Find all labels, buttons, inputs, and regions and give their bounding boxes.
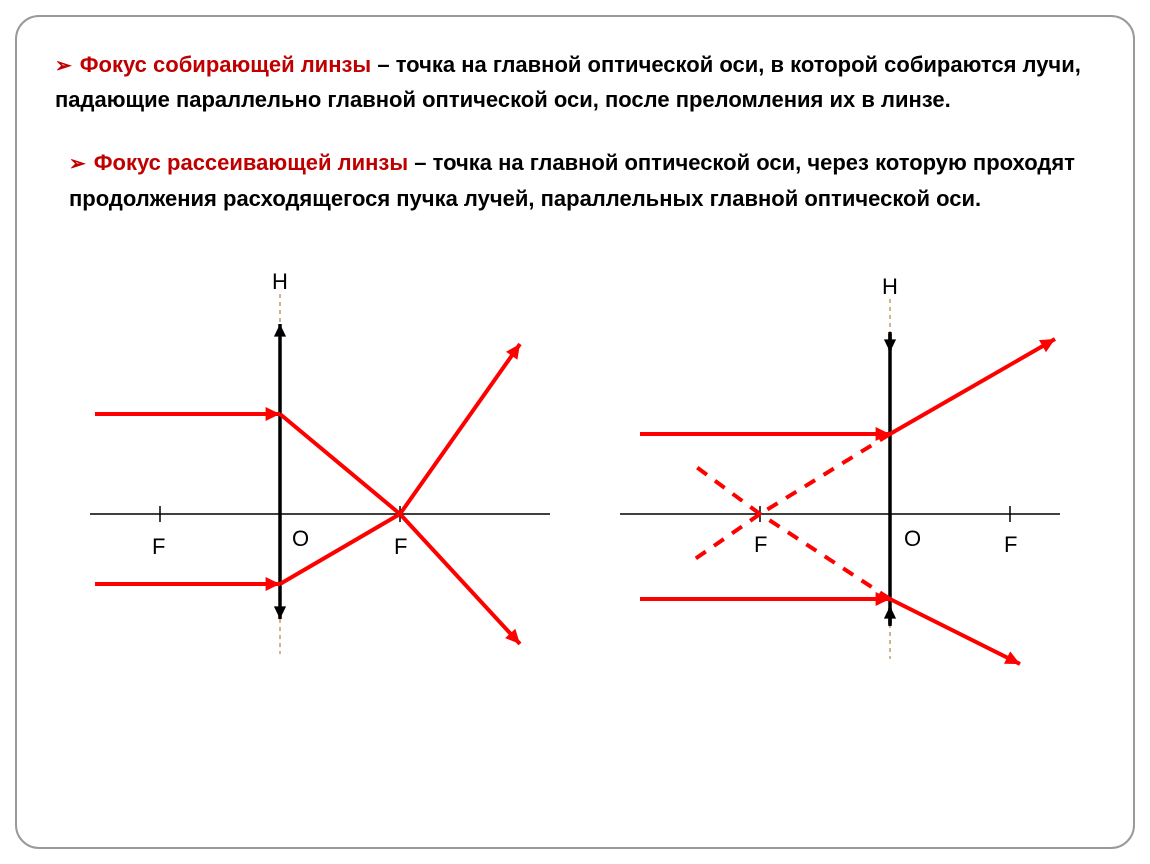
svg-text:F: F — [754, 532, 767, 557]
definition-converging: ➢Фокус собирающей линзы – точка на главн… — [55, 47, 1095, 117]
diagrams-row: H O F F H O F F — [55, 244, 1095, 674]
svg-text:F: F — [152, 534, 165, 559]
svg-text:H: H — [272, 269, 288, 294]
svg-text:O: O — [904, 526, 921, 551]
svg-text:O: O — [292, 526, 309, 551]
bullet-icon: ➢ — [69, 148, 86, 180]
svg-text:F: F — [394, 534, 407, 559]
definition-diverging: ➢Фокус рассеивающей линзы – точка на гла… — [55, 145, 1095, 215]
svg-text:H: H — [882, 274, 898, 299]
diverging-lens-diagram: H O F F — [610, 244, 1070, 674]
slide-frame: ➢Фокус собирающей линзы – точка на главн… — [15, 15, 1135, 849]
bullet-icon: ➢ — [55, 50, 72, 82]
svg-text:F: F — [1004, 532, 1017, 557]
term-text: Фокус собирающей линзы — [80, 52, 371, 77]
term-text: Фокус рассеивающей линзы — [94, 150, 408, 175]
converging-lens-diagram: H O F F — [80, 244, 560, 674]
